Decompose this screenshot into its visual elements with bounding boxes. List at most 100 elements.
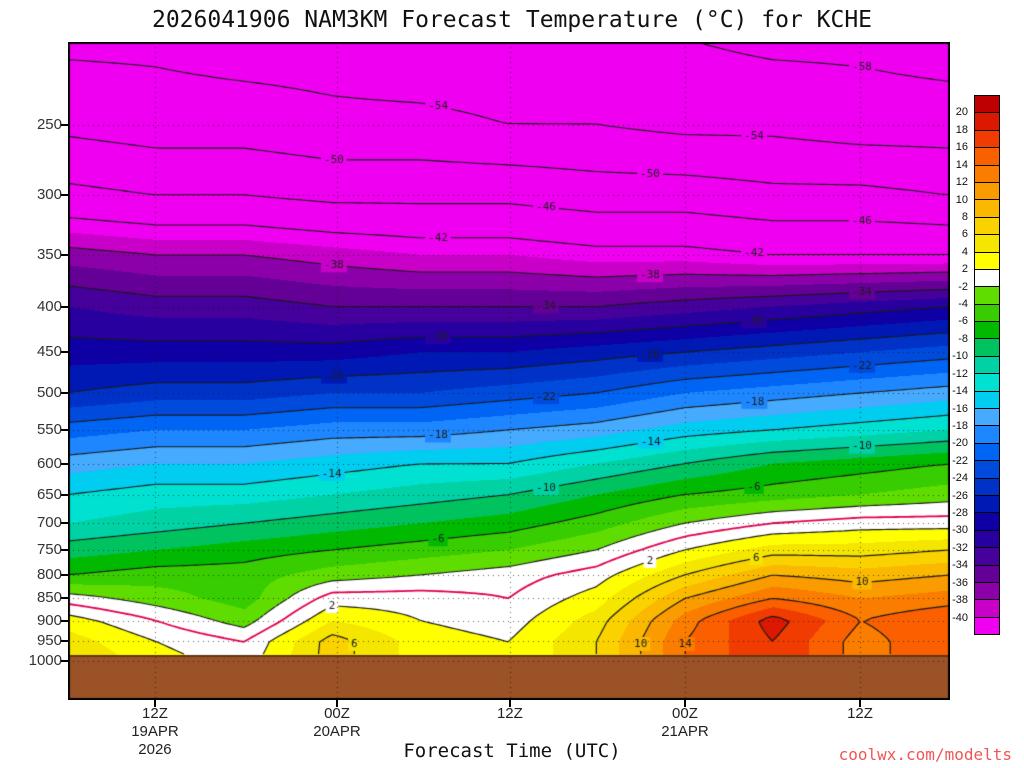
- colorbar-tick-label: 12: [955, 176, 968, 189]
- colorbar-tick-label: -34: [952, 559, 968, 572]
- colorbar-cell: [975, 200, 999, 218]
- pressure-tick-label: 950: [36, 632, 62, 650]
- colorbar-cell: [975, 426, 999, 444]
- time-tick-label: 00Z: [324, 705, 350, 722]
- colorbar-cell: [975, 495, 999, 514]
- colorbar-tick-label: 8: [961, 210, 968, 223]
- pressure-tick-mark: [61, 305, 68, 308]
- colorbar-cell: [975, 217, 999, 236]
- time-tick-label: 12Z: [847, 705, 873, 722]
- pressure-tick-label: 400: [36, 297, 62, 315]
- pressure-tick-label: 900: [36, 611, 62, 629]
- pressure-tick-mark: [61, 253, 68, 256]
- colorbar-cell: [975, 600, 999, 618]
- pressure-tick-mark: [61, 660, 68, 663]
- pressure-tick-label: 500: [36, 383, 62, 401]
- colorbar-cell: [975, 409, 999, 427]
- colorbar-cell: [975, 113, 999, 131]
- time-tick-mark: [508, 700, 511, 707]
- colorbar-tick-label: 10: [955, 193, 968, 206]
- pressure-tick-mark: [61, 522, 68, 525]
- time-tick-mark: [683, 700, 686, 707]
- pressure-tick-mark: [61, 493, 68, 496]
- colorbar-cell: [975, 252, 999, 270]
- pressure-tick-label: 300: [36, 186, 62, 204]
- pressure-tick-mark: [61, 548, 68, 551]
- colorbar-cell: [975, 287, 999, 305]
- colorbar-cell: [975, 304, 999, 323]
- pressure-tick-label: 800: [36, 565, 62, 583]
- colorbar-tick-label: -36: [952, 576, 968, 589]
- temperature-colorbar: [974, 95, 1000, 635]
- colorbar-tick-label: 14: [955, 158, 968, 171]
- colorbar-tick-label: 2: [961, 263, 968, 276]
- colorbar-tick-label: -4: [958, 298, 968, 311]
- pressure-tick-mark: [61, 123, 68, 126]
- pressure-tick-mark: [61, 597, 68, 600]
- colorbar-cell: [975, 356, 999, 375]
- time-tick-mark: [859, 700, 862, 707]
- pressure-tick-label: 650: [36, 485, 62, 503]
- pressure-tick-label: 550: [36, 420, 62, 438]
- pressure-tick-label: 1000: [28, 652, 62, 670]
- colorbar-cell: [975, 391, 999, 410]
- colorbar-tick-label: -22: [952, 454, 968, 467]
- colorbar-cell: [975, 530, 999, 549]
- colorbar-tick-label: -40: [952, 611, 968, 624]
- colorbar-tick-label: -38: [952, 594, 968, 607]
- temperature-time-height-plot: [68, 42, 950, 700]
- colorbar-tick-label: -12: [952, 367, 968, 380]
- colorbar-tick-label: 6: [961, 228, 968, 241]
- colorbar-cell: [975, 96, 999, 114]
- colorbar-cell: [975, 269, 999, 288]
- pressure-tick-mark: [61, 194, 68, 197]
- watermark-text: coolwx.com/modelts: [838, 745, 1012, 764]
- pressure-tick-mark: [61, 640, 68, 643]
- pressure-tick-label: 850: [36, 589, 62, 607]
- time-tick-label: 12Z: [142, 705, 168, 722]
- time-tick-mark: [153, 700, 156, 707]
- colorbar-tick-label: -18: [952, 419, 968, 432]
- pressure-tick-mark: [61, 428, 68, 431]
- colorbar-tick-label: -28: [952, 507, 968, 520]
- colorbar-cell: [975, 339, 999, 357]
- colorbar-tick-label: -6: [958, 315, 968, 328]
- colorbar-cell: [975, 182, 999, 201]
- time-tick-label: 00Z: [672, 705, 698, 722]
- colorbar-tick-label: -26: [952, 489, 968, 502]
- pressure-tick-mark: [61, 462, 68, 465]
- pressure-tick-label: 700: [36, 514, 62, 532]
- colorbar-cell: [975, 461, 999, 479]
- colorbar-tick-label: -10: [952, 350, 968, 363]
- colorbar-tick-label: 4: [961, 245, 968, 258]
- pressure-tick-mark: [61, 391, 68, 394]
- colorbar-tick-label: -8: [958, 332, 968, 345]
- colorbar-cell: [975, 130, 999, 149]
- colorbar-cell: [975, 235, 999, 253]
- pressure-tick-label: 450: [36, 343, 62, 361]
- pressure-tick-mark: [61, 351, 68, 354]
- date-label: 21APR: [661, 723, 709, 740]
- colorbar-tick-label: 16: [955, 141, 968, 154]
- colorbar-tick-label: -2: [958, 280, 968, 293]
- colorbar-cell: [975, 617, 999, 635]
- colorbar-cell: [975, 548, 999, 566]
- colorbar-tick-label: -32: [952, 541, 968, 554]
- pressure-tick-label: 350: [36, 245, 62, 263]
- pressure-tick-label: 750: [36, 540, 62, 558]
- colorbar-cell: [975, 478, 999, 496]
- colorbar-tick-label: -20: [952, 437, 968, 450]
- colorbar-cell: [975, 165, 999, 183]
- year-label: 2026: [138, 741, 172, 758]
- date-label: 20APR: [313, 723, 361, 740]
- pressure-tick-mark: [61, 573, 68, 576]
- colorbar-cell: [975, 565, 999, 583]
- time-tick-mark: [336, 700, 338, 707]
- colorbar-tick-label: -16: [952, 402, 968, 415]
- colorbar-cell: [975, 513, 999, 531]
- date-label: 19APR: [131, 723, 179, 740]
- colorbar-cell: [975, 443, 999, 462]
- chart-title: 2026041906 NAM3KM Forecast Temperature (…: [151, 7, 873, 33]
- pressure-tick-mark: [61, 619, 68, 622]
